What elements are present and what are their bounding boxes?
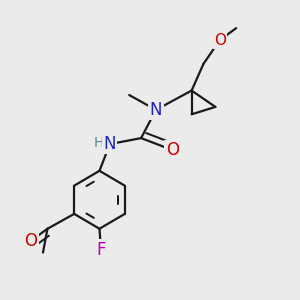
Text: H: H (93, 136, 104, 150)
Text: O: O (166, 141, 179, 159)
Text: O: O (214, 32, 226, 47)
Text: F: F (96, 241, 106, 259)
Text: O: O (25, 232, 38, 250)
Text: N: N (103, 135, 116, 153)
Text: N: N (150, 101, 162, 119)
